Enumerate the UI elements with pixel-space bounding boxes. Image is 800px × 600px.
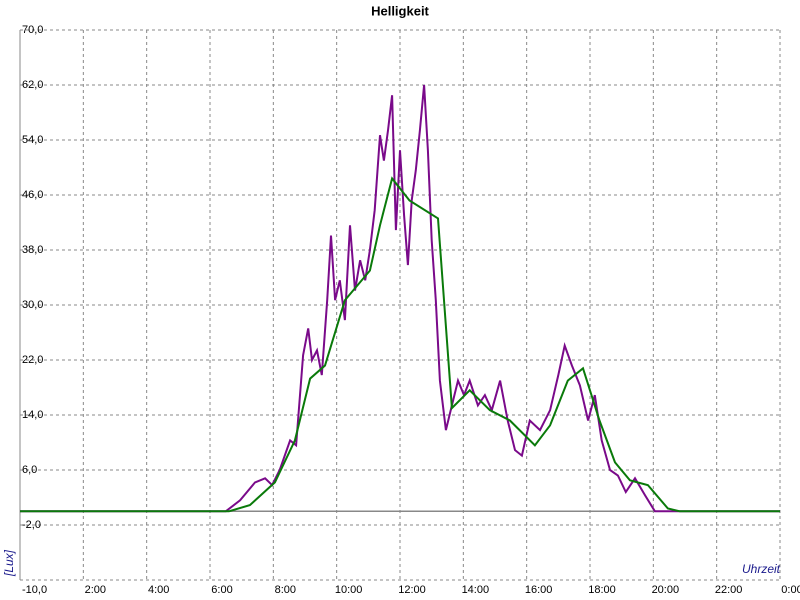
data-line [20,84,780,513]
x-tick-label: 20:00 [652,584,680,596]
x-tick-label: 8:00 [275,584,296,596]
y-tick-label: 22,0 [22,354,43,366]
y-tick-label: 70,0 [22,24,43,36]
x-tick-label: 6:00 [211,584,232,596]
y-tick-label: 54,0 [22,134,43,146]
x-tick-label: 18:00 [588,584,616,596]
x-tick-label: 14:00 [462,584,490,596]
x-tick-label: 4:00 [148,584,169,596]
x-tick-label: 0:00 [781,584,800,596]
y-tick-label: 62,0 [22,79,43,91]
y-tick-label: 30,0 [22,299,43,311]
y-tick-label: 46,0 [22,189,43,201]
y-tick-label: -10,0 [22,584,47,596]
x-axis-label: Uhrzeit [742,562,781,576]
data-line [20,176,780,513]
y-tick-label: 14,0 [22,409,43,421]
x-tick-label: 2:00 [85,584,106,596]
y-tick-label: 6,0 [22,464,37,476]
y-tick-label: -2,0 [22,519,41,531]
x-tick-label: 10:00 [335,584,363,596]
y-tick-label: 38,0 [22,244,43,256]
x-tick-label: 16:00 [525,584,553,596]
y-axis-label: [Lux] [2,549,16,577]
x-tick-label: 12:00 [398,584,426,596]
x-tick-label: 22:00 [715,584,743,596]
chart-title: Helligkeit [371,3,429,18]
